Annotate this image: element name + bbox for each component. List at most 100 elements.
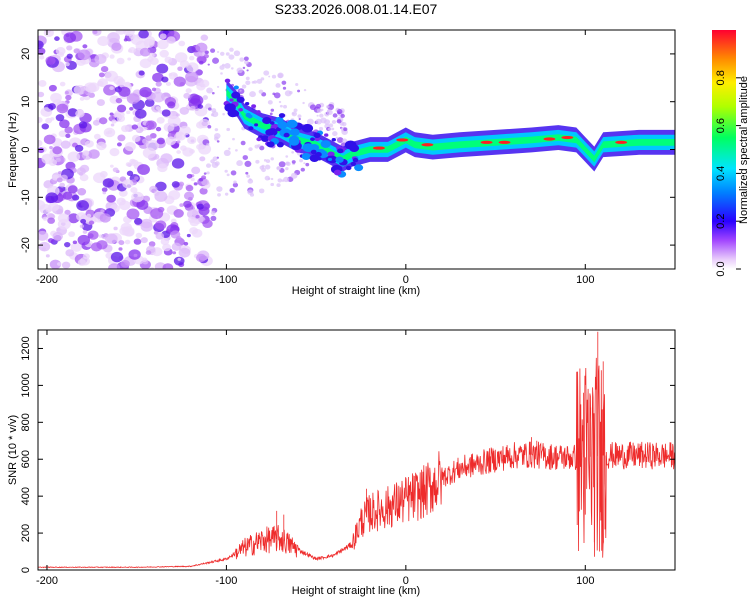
noise-blob: [54, 36, 60, 41]
noise-blob: [47, 217, 55, 224]
ridge-peak: [615, 140, 628, 144]
noise-blob: [206, 87, 213, 94]
noise-blob: [38, 55, 45, 60]
noise-blob: [326, 105, 330, 109]
noise-blob: [291, 160, 296, 164]
noise-blob: [94, 54, 107, 65]
noise-blob: [38, 79, 47, 87]
snr-y-tick-label: 600: [20, 450, 32, 468]
noise-blob: [149, 185, 158, 193]
ridge-peak: [372, 146, 385, 150]
noise-blob: [98, 117, 108, 125]
noise-blob: [267, 100, 273, 105]
noise-blob: [75, 109, 85, 118]
noise-blob: [278, 161, 286, 168]
noise-blob: [223, 149, 231, 157]
noise-blob: [306, 118, 314, 125]
noise-blob: [206, 171, 210, 175]
noise-blob: [47, 238, 54, 243]
noise-blob: [277, 178, 283, 183]
ridge-blob: [327, 157, 333, 162]
noise-blob: [151, 87, 157, 92]
ridge-blob: [320, 140, 331, 148]
ridge-mid-band: [226, 84, 675, 167]
noise-blob: [66, 53, 73, 59]
ridge-blob: [254, 123, 259, 127]
noise-blob: [283, 176, 290, 183]
snr-y-tick-label: 1000: [20, 373, 32, 397]
noise-blob: [64, 209, 71, 215]
noise-blob: [167, 101, 176, 109]
noise-blob: [242, 155, 248, 160]
noise-blob: [207, 63, 210, 66]
noise-blob: [156, 137, 165, 145]
noise-blob: [247, 189, 254, 195]
noise-blob: [107, 130, 113, 134]
spectrogram-x-ticks: -200 -100 0 100: [36, 30, 594, 286]
noise-blob: [82, 230, 88, 234]
noise-blob: [222, 113, 225, 116]
noise-blob: [145, 120, 157, 130]
noise-blob: [212, 57, 220, 64]
noise-blob: [332, 131, 338, 137]
noise-blob: [48, 103, 56, 110]
noise-blob: [206, 163, 212, 168]
noise-blob: [200, 34, 209, 41]
noise-blob: [65, 94, 72, 101]
noise-blob: [198, 60, 204, 65]
noise-blob: [103, 84, 117, 96]
noise-blob: [228, 147, 231, 150]
ridge-blob: [337, 148, 344, 154]
noise-blob: [276, 166, 282, 171]
noise-blob: [73, 48, 80, 54]
noise-blob: [79, 224, 85, 229]
noise-blob: [154, 191, 168, 202]
noise-blob: [101, 187, 108, 193]
noise-blob: [92, 119, 100, 126]
noise-blob: [127, 49, 133, 53]
noise-blob: [232, 137, 235, 141]
colorbar-label: Normalized spectral amplitude: [738, 76, 750, 224]
noise-blob: [175, 113, 180, 117]
noise-blob: [269, 112, 273, 116]
noise-blob: [295, 83, 299, 86]
noise-blob: [154, 220, 167, 230]
ridge-blob: [266, 141, 275, 148]
noise-blob: [173, 256, 185, 266]
noise-blob: [201, 178, 210, 186]
noise-blob: [303, 162, 306, 165]
noise-blob: [66, 45, 73, 51]
noise-blob: [309, 104, 317, 111]
noise-blob: [78, 121, 88, 129]
noise-blob: [84, 82, 97, 93]
noise-blob: [64, 62, 70, 67]
noise-blob: [58, 130, 67, 138]
noise-blob: [38, 139, 43, 147]
noise-blob: [263, 70, 270, 76]
noise-blob: [331, 119, 337, 124]
spectrogram-y-tick-label: 20: [20, 48, 32, 60]
noise-blob: [342, 138, 348, 143]
noise-blob: [341, 122, 347, 127]
colorbar-tick-label: 0.0: [715, 261, 727, 276]
noise-blob: [224, 192, 229, 196]
spectrogram-y-ticks: 20 10 0 -10 -20: [20, 48, 675, 253]
noise-blob: [179, 106, 190, 115]
noise-blob: [65, 91, 69, 95]
noise-blob: [116, 115, 126, 123]
noise-blob: [196, 203, 204, 210]
colorbar-tick-label: 0.2: [715, 214, 727, 229]
noise-blob: [38, 91, 45, 98]
noise-blob: [113, 226, 118, 231]
noise-blob: [168, 190, 181, 200]
noise-blob: [45, 192, 59, 204]
noise-blob: [206, 143, 210, 147]
noise-blob: [156, 117, 165, 124]
ridge-blob: [247, 114, 253, 119]
ridge-blob: [265, 128, 275, 136]
snr-frame: [37, 329, 676, 571]
noise-blob: [196, 82, 206, 91]
noise-blob: [179, 203, 184, 207]
noise-blob: [116, 57, 125, 65]
noise-blob: [265, 159, 271, 164]
